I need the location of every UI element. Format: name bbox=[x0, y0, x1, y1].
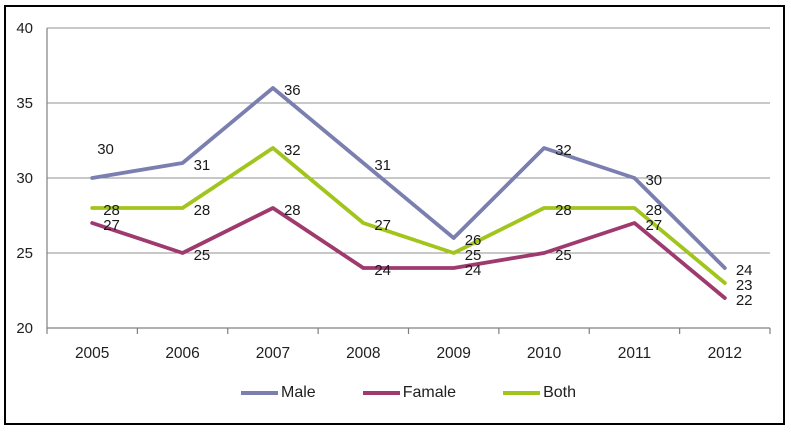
legend-item-male: Male bbox=[241, 382, 316, 404]
y-axis-label: 40 bbox=[16, 20, 33, 37]
data-label-famale: 24 bbox=[465, 262, 482, 279]
data-label-both: 28 bbox=[645, 202, 662, 219]
data-label-male: 31 bbox=[374, 157, 391, 174]
data-label-male: 26 bbox=[465, 232, 482, 249]
data-label-male: 30 bbox=[97, 141, 114, 158]
data-label-both: 28 bbox=[555, 202, 572, 219]
x-axis-label: 2010 bbox=[527, 345, 562, 362]
data-label-both: 28 bbox=[194, 202, 211, 219]
legend-line-swatch-famale bbox=[362, 391, 400, 395]
x-axis-label: 2012 bbox=[708, 345, 742, 362]
y-axis-label: 20 bbox=[16, 320, 33, 337]
data-label-famale: 28 bbox=[284, 202, 301, 219]
data-label-famale: 25 bbox=[555, 247, 572, 264]
x-axis-label: 2005 bbox=[75, 345, 109, 362]
x-axis-label: 2011 bbox=[618, 345, 651, 362]
data-label-both: 32 bbox=[284, 142, 301, 159]
x-axis-label: 2009 bbox=[436, 345, 470, 362]
data-label-both: 23 bbox=[736, 277, 753, 294]
y-axis-label: 35 bbox=[16, 95, 33, 112]
data-label-both: 25 bbox=[465, 247, 482, 264]
x-axis-label: 2008 bbox=[346, 345, 380, 362]
series-line-both bbox=[90, 146, 727, 285]
data-label-famale: 22 bbox=[736, 292, 753, 309]
data-label-famale: 24 bbox=[374, 262, 391, 279]
y-axis-label: 25 bbox=[16, 245, 33, 262]
chart-frame bbox=[4, 5, 785, 425]
legend-label: Both bbox=[543, 384, 576, 401]
series-line-male bbox=[90, 86, 727, 270]
legend-item-famale: Famale bbox=[362, 382, 457, 404]
data-label-male: 30 bbox=[645, 172, 662, 189]
data-label-male: 32 bbox=[555, 142, 572, 159]
data-label-both: 28 bbox=[103, 202, 120, 219]
x-axis-label: 2006 bbox=[165, 345, 199, 362]
series-line-famale bbox=[90, 206, 727, 300]
legend-item-both: Both bbox=[503, 382, 576, 404]
legend-label: Male bbox=[281, 384, 316, 401]
data-label-male: 36 bbox=[284, 82, 301, 99]
data-label-famale: 27 bbox=[645, 217, 662, 234]
legend-line-swatch-male bbox=[241, 391, 279, 395]
data-label-male: 24 bbox=[736, 262, 753, 279]
data-label-famale: 25 bbox=[194, 247, 211, 264]
legend-label: Famale bbox=[402, 384, 457, 401]
legend-line-swatch-both bbox=[503, 391, 541, 395]
data-label-both: 27 bbox=[374, 217, 391, 234]
data-label-male: 31 bbox=[194, 157, 211, 174]
y-axis-label: 30 bbox=[16, 170, 33, 187]
x-axis-label: 2007 bbox=[256, 345, 290, 362]
legend: Male Famale Both bbox=[47, 382, 770, 404]
data-label-famale: 27 bbox=[103, 217, 120, 234]
